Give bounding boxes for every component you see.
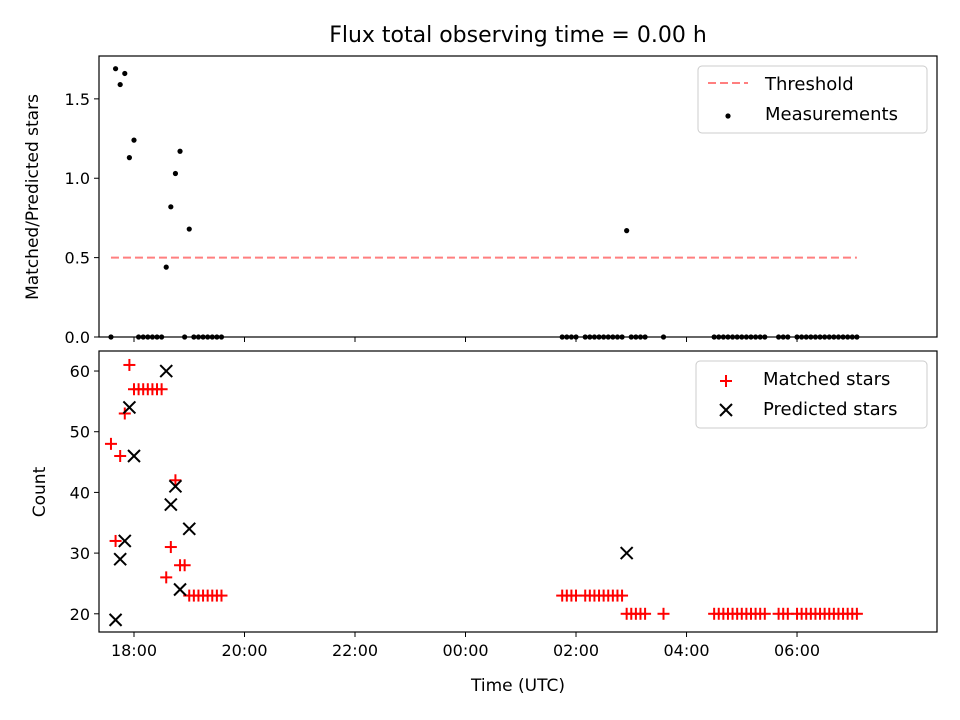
predicted-stars-point [173,582,187,597]
chart-title: Flux total observing time = 0.00 h [329,23,707,48]
bottom-legend-box [695,360,928,429]
matched-stars-point [155,383,168,396]
top-y-tick-label: 1.5 [65,90,90,109]
matched-stars-point [118,407,131,420]
predicted-stars-point [164,497,178,512]
matched-stars-point [758,607,771,620]
matched-stars-point [169,474,182,487]
predicted-legend-label: Predicted stars [763,399,897,420]
top-plot-frame [98,55,938,338]
bottom-x-tick-label: 18:00 [111,641,157,660]
bottom-y-tick-label: 30 [70,544,90,563]
measurement-point [117,81,123,88]
bottom-x-tick-label: 20:00 [221,641,267,660]
matched-stars-point [616,589,629,602]
measurement-point [112,66,119,72]
x-axis-label: Time (UTC) [470,676,565,696]
measurement-point [186,226,192,232]
predicted-stars-point [159,364,173,378]
predicted-stars-point [113,552,127,566]
top-y-tick-label: 0.0 [65,328,90,347]
predicted-stars-point [108,613,123,627]
measurement-point [122,70,128,77]
measurement-point [126,155,132,161]
bottom-x-tick-label: 06:00 [774,641,820,660]
bottom-legend: Matched stars Predicted stars [695,360,928,429]
measurement-point [131,137,137,143]
matched-stars-point [160,571,173,584]
bottom-y-axis-label: Count [30,466,50,517]
count-panel: Count Time (UTC) 20 30 40 50 60 18:00 20:00 22:… [30,350,938,696]
matched-stars-point [123,358,136,371]
predicted-stars-point [122,400,137,415]
matched-stars-point [164,541,177,554]
bottom-plot-frame [98,350,938,633]
top-y-tick-label: 1.0 [65,169,90,188]
matched-legend-swatch [720,375,732,387]
bottom-marks-layer [104,358,863,627]
measurement-point [177,148,183,154]
flux-ratio-panel: Flux total observing time = 0.00 h Match… [23,23,938,347]
matched-stars-point [215,589,228,602]
matched-stars-point [639,607,652,620]
matched-stars-point [114,449,127,462]
predicted-legend-swatch [719,403,733,417]
matched-stars-point [657,607,670,620]
top-y-axis-label: Matched/Predicted stars [23,94,43,300]
predicted-stars-point [619,546,634,560]
top-axis-ticks: 0.0 0.5 1.0 1.5 [65,90,798,347]
bottom-x-tick-label: 04:00 [663,641,709,660]
predicted-stars-point [182,522,196,536]
measurements-legend-label: Measurements [765,104,898,125]
matched-stars-point [104,437,117,450]
top-legend-box [697,65,928,134]
matched-stars-point [178,559,191,572]
bottom-y-tick-label: 60 [70,362,90,381]
matched-stars-point [850,607,863,620]
bottom-y-tick-label: 20 [70,605,90,624]
measurement-point [163,264,169,270]
measurement-point [168,204,174,210]
bottom-x-tick-label: 22:00 [332,641,378,660]
matched-legend-label: Matched stars [763,369,890,390]
bottom-y-tick-label: 40 [70,483,90,502]
measurement-point [172,170,179,177]
threshold-legend-label: Threshold [764,74,854,95]
predicted-stars-point [118,534,132,548]
predicted-stars-point [168,479,183,494]
predicted-stars-point [127,449,141,463]
bottom-x-tick-label: 00:00 [442,641,488,660]
top-y-tick-label: 0.5 [65,249,90,268]
measurements-legend-swatch [725,113,731,119]
bottom-x-tick-label: 02:00 [553,641,599,660]
top-legend: Threshold Measurements [697,65,928,134]
matched-stars-point [109,534,122,547]
measurement-point [624,228,630,234]
bottom-axis-ticks: 20 30 40 50 60 18:00 20:00 22:00 00:00 02:00 04:00… [70,362,820,660]
bottom-y-tick-label: 50 [70,423,90,442]
